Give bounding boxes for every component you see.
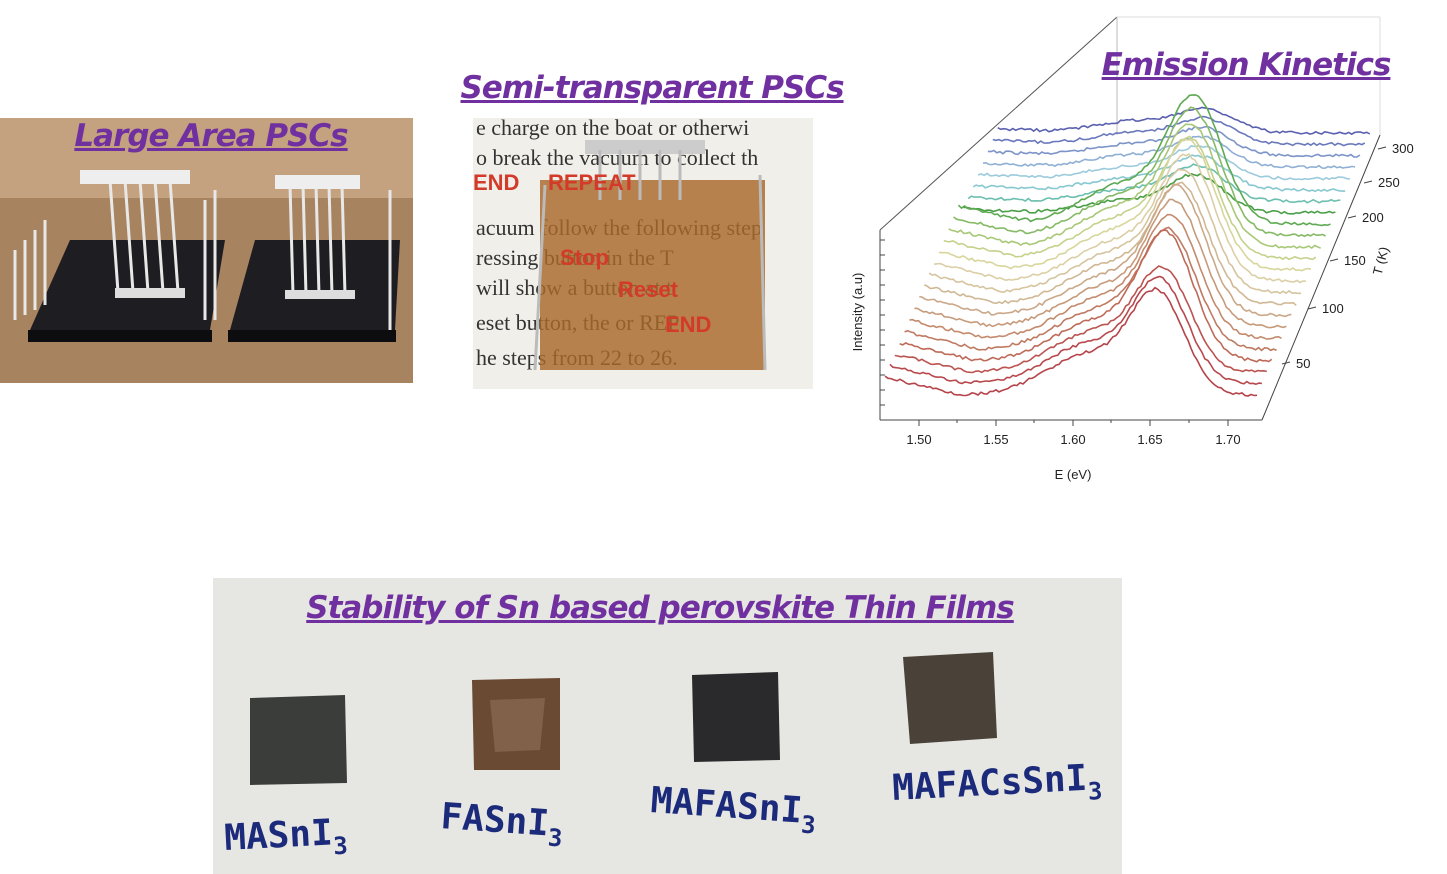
photo-text: Stop [560,245,609,270]
photo-large-area [0,118,413,383]
photo-text: END [473,170,519,195]
spectrum-curve [889,275,1262,386]
spectrum-curve [904,226,1277,352]
sample-subscript: 3 [547,824,563,853]
spectrum-curve [953,106,1326,238]
spectrum-curve [997,106,1371,136]
spectrum-curve [914,198,1287,329]
spectrum-curve [992,115,1366,147]
axis-line [1363,180,1373,184]
photo-semi-transparent: e charge on the boat or otherwi o break … [473,115,813,389]
panel-title: Semi-transparent PSCs [460,70,844,106]
x-tick-label: 1.50 [906,432,931,447]
axis-line [1347,215,1357,219]
sample-subscript: 3 [800,811,816,840]
sample-label: MAFASnI3 [649,780,818,839]
axis-line [879,16,1118,231]
sample-name: MASnI [223,812,333,859]
axis-line [1377,146,1387,150]
photo-text: END [665,312,711,337]
sample-subscript: 3 [1087,777,1103,806]
axis-line [1307,306,1317,310]
spectrum-curve [957,94,1331,227]
z-tick-label: 200 [1362,210,1384,225]
y-axis-label: Intensity (a.u) [850,273,865,352]
spectrum-curve [923,181,1297,306]
spectrum-curve [909,213,1282,340]
x-tick-label: 1.70 [1215,432,1240,447]
photo-text: Reset [618,277,679,302]
z-tick-label: 100 [1322,301,1344,316]
spectrum-curve [894,265,1267,374]
spectrum-curve [938,138,1312,272]
x-tick-label: 1.60 [1060,432,1085,447]
x-tick-label: 1.55 [983,432,1008,447]
z-tick-label: 250 [1378,175,1400,190]
spectrum-curve [977,145,1351,181]
sample-label: MAFACsSnI3 [891,757,1103,816]
sample-subscript: 3 [333,832,349,861]
z-tick-label: 150 [1344,253,1366,268]
x-axis-label: E (eV) [1055,467,1092,482]
axis-line [1261,134,1381,421]
spectrum-curve [967,163,1341,204]
x-tick-label: 1.65 [1137,432,1162,447]
photo-text: REPEAT [548,170,636,195]
spectrum-curve [948,123,1322,250]
spectrum-curve [928,168,1302,295]
z-tick-label: 300 [1392,141,1414,156]
axis-line [1329,258,1339,262]
svg-text:e charge on the boat or otherw: e charge on the boat or otherwi [476,115,749,140]
sample-name: MAFACsSnI [891,758,1088,809]
spectrum-curve [943,135,1317,261]
sample-name: FASnI [439,796,550,844]
spectrum-curve [963,172,1336,215]
spectrum-curve [899,229,1273,363]
z-tick-label: 50 [1296,356,1310,371]
panel-title: Stability of Sn based perovskite Thin Fi… [306,590,1015,626]
spectrum-curve [982,135,1356,170]
panel-title: Large Area PSCs [74,118,348,154]
z-axis-label: T (K) [1370,245,1392,277]
photo-films [213,578,1122,874]
spectrum-curve [933,152,1307,284]
sample-label: MASnI3 [223,812,348,866]
spectrum-curve [972,154,1346,193]
emission-chart: 1.50 1.55 1.60 1.65 1.70 E (eV) Intensity (a.u… [850,16,1414,482]
axis-line [1281,361,1291,365]
sample-label: FASnI3 [439,796,565,852]
panel-title: Emission Kinetics [1101,47,1392,83]
spectrum-curve [884,286,1258,397]
spectrum-curve [919,183,1292,318]
